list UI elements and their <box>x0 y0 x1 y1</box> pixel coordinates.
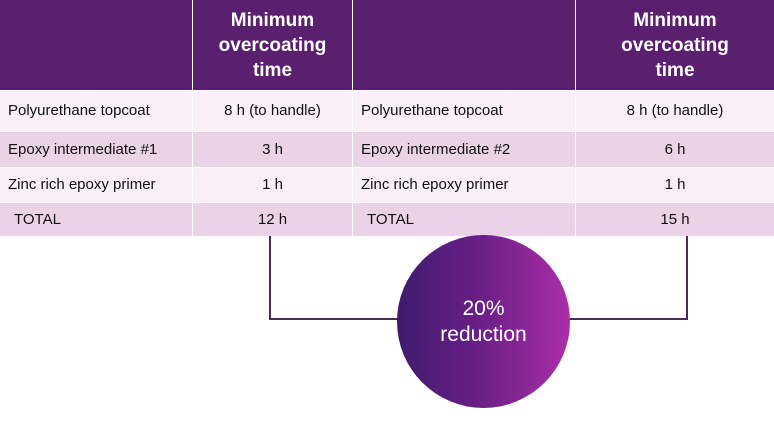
header-line: overcoating <box>621 34 729 56</box>
left-connector-horizontal <box>269 318 401 320</box>
left-connector-vertical <box>269 236 271 320</box>
left-header-time: Minimum overcoating time <box>193 0 352 90</box>
right-connector-vertical <box>686 236 688 320</box>
right-total-value: 15 h <box>576 203 774 236</box>
right-layer-cell: Zinc rich epoxy primer <box>353 168 575 202</box>
left-layer-cell: Polyurethane topcoat <box>0 91 192 131</box>
right-layer-cell: Epoxy intermediate #2 <box>353 132 575 167</box>
left-time-cell: 8 h (to handle) <box>193 91 352 131</box>
reduction-percent: 20% <box>462 296 505 320</box>
right-time-cell: 8 h (to handle) <box>576 91 774 131</box>
header-line: overcoating <box>218 34 327 56</box>
header-line: Minimum <box>230 9 315 31</box>
left-header-layer <box>0 0 192 90</box>
right-header-layer <box>353 0 575 90</box>
header-line: time <box>252 59 293 81</box>
left-layer-cell: Zinc rich epoxy primer <box>0 168 192 202</box>
left-total-label: TOTAL <box>0 203 192 236</box>
left-time-cell: 3 h <box>193 132 352 167</box>
header-line: time <box>655 59 695 81</box>
right-time-cell: 1 h <box>576 168 774 202</box>
reduction-badge: 20% reduction <box>397 235 570 408</box>
header-line: Minimum <box>633 9 717 31</box>
right-time-cell: 6 h <box>576 132 774 167</box>
right-total-label: TOTAL <box>353 203 575 236</box>
left-total-value: 12 h <box>193 203 352 236</box>
left-time-cell: 1 h <box>193 168 352 202</box>
reduction-label: reduction <box>440 322 527 346</box>
left-layer-cell: Epoxy intermediate #1 <box>0 132 192 167</box>
right-header-time: Minimum overcoating time <box>576 0 774 90</box>
right-layer-cell: Polyurethane topcoat <box>353 91 575 131</box>
right-connector-horizontal <box>566 318 688 320</box>
